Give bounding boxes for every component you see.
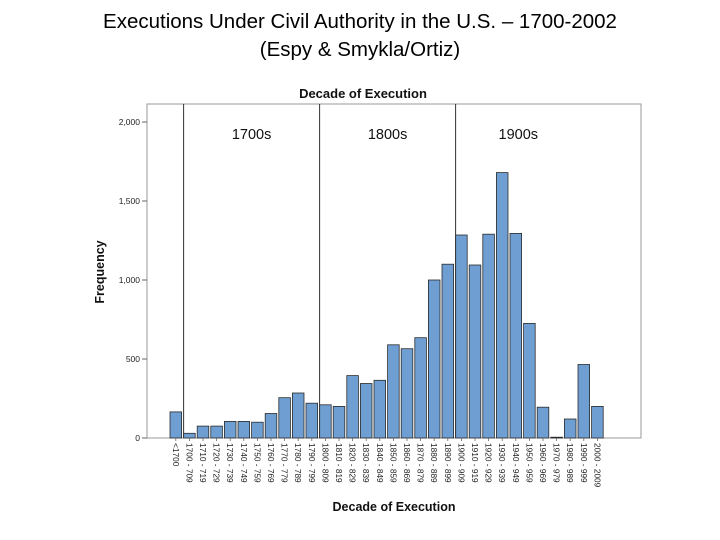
slide-title: Executions Under Civil Authority in the … bbox=[0, 8, 720, 64]
bar bbox=[373, 379, 387, 439]
x-tick-label: 1700 - 709 bbox=[184, 443, 194, 483]
x-tick-label: 1960 - 969 bbox=[538, 443, 548, 483]
chart-title: Decade of Execution bbox=[299, 86, 427, 101]
bar bbox=[577, 364, 591, 439]
x-tick-label: 1850 - 859 bbox=[388, 443, 398, 483]
bar bbox=[509, 232, 523, 439]
x-tick-label: 1740 - 749 bbox=[239, 443, 249, 483]
x-tick-label: 1770 - 779 bbox=[280, 443, 290, 483]
bar bbox=[264, 413, 278, 439]
x-tick-label: 1730 - 739 bbox=[225, 443, 235, 483]
x-tick-label: 1750 - 759 bbox=[252, 443, 262, 483]
century-markers: 1700s 1800s 1900s bbox=[183, 104, 539, 438]
x-tick-label: 1930 - 939 bbox=[497, 443, 507, 483]
y-axis: 0 500 1,000 1,500 2,000 bbox=[119, 117, 147, 443]
y-axis-label: Frequency bbox=[93, 240, 107, 303]
y-tick-label: 1,000 bbox=[119, 275, 141, 285]
x-tick-label: 1830 - 839 bbox=[361, 443, 371, 483]
x-tick-label: 1950 - 959 bbox=[524, 443, 534, 483]
bar bbox=[468, 264, 482, 439]
x-tick-label: 1760 - 769 bbox=[266, 443, 276, 483]
x-tick-label: 1970 - 979 bbox=[552, 443, 562, 483]
y-tick-label: 0 bbox=[135, 433, 140, 443]
x-tick-label: 1710 - 719 bbox=[198, 443, 208, 483]
bar bbox=[550, 436, 563, 439]
x-tick-label: 1780 - 789 bbox=[293, 443, 303, 483]
bar bbox=[332, 405, 346, 439]
bar bbox=[305, 402, 319, 439]
bar bbox=[251, 421, 264, 439]
x-tick-label: 1980 - 989 bbox=[565, 443, 575, 483]
bar bbox=[564, 418, 577, 439]
x-tick-label: 2000 - 2009 bbox=[592, 443, 602, 488]
x-tick-label: 1920 - 929 bbox=[484, 443, 494, 483]
x-tick-label: 1890 - 899 bbox=[443, 443, 453, 483]
bar bbox=[237, 420, 251, 439]
x-tick-label: 1900 - 909 bbox=[456, 443, 466, 483]
bar bbox=[414, 337, 427, 439]
x-tick-label: 1840 - 849 bbox=[375, 443, 385, 483]
x-tick-label: 1790 - 799 bbox=[307, 443, 317, 483]
bar bbox=[196, 425, 210, 439]
x-tick-label: 1910 - 919 bbox=[470, 443, 480, 483]
x-tick-label: 1810 - 819 bbox=[334, 443, 344, 483]
slide-title-line-1: Executions Under Civil Authority in the … bbox=[103, 10, 617, 33]
bar bbox=[523, 322, 536, 439]
x-tick-label: 1990 - 999 bbox=[579, 443, 589, 483]
bar bbox=[278, 397, 291, 439]
bar bbox=[591, 405, 604, 439]
bar bbox=[427, 279, 441, 439]
bar bbox=[359, 383, 373, 439]
bar bbox=[223, 420, 237, 439]
x-tick-label: 1820 - 829 bbox=[348, 443, 358, 483]
x-axis-label: Decade of Execution bbox=[333, 500, 456, 514]
slide-title-line-2: (Espy & Smykla/Ortiz) bbox=[259, 38, 461, 61]
bar bbox=[183, 432, 196, 439]
bars bbox=[169, 172, 604, 439]
bar bbox=[319, 404, 332, 439]
x-tick-label: 1880 - 889 bbox=[429, 443, 439, 483]
x-axis: <1700 1700 - 709 1710 - 719 1720 - 729 1730 … bbox=[171, 438, 602, 488]
x-tick-label: 1800 - 809 bbox=[320, 443, 330, 483]
bar bbox=[455, 234, 468, 439]
century-label: 1700s bbox=[232, 127, 272, 143]
bar bbox=[387, 344, 400, 439]
bar bbox=[482, 233, 495, 439]
y-tick-label: 500 bbox=[126, 354, 140, 364]
bar bbox=[495, 172, 509, 439]
bar bbox=[346, 375, 359, 439]
x-tick-label: 1870 - 879 bbox=[416, 443, 426, 483]
y-tick-label: 1,500 bbox=[119, 196, 141, 206]
x-tick-label: 1940 - 949 bbox=[511, 443, 521, 483]
century-label: 1800s bbox=[368, 127, 408, 143]
bar bbox=[210, 425, 223, 439]
x-tick-label: <1700 bbox=[171, 443, 181, 467]
bar bbox=[291, 392, 305, 439]
century-label: 1900s bbox=[499, 127, 539, 143]
bar bbox=[441, 263, 455, 439]
y-tick-label: 2,000 bbox=[119, 117, 141, 127]
x-tick-label: 1860 - 869 bbox=[402, 443, 412, 483]
bar bbox=[169, 411, 183, 439]
x-tick-label: 1720 - 729 bbox=[212, 443, 222, 483]
bar bbox=[400, 348, 414, 439]
bar bbox=[536, 406, 550, 439]
